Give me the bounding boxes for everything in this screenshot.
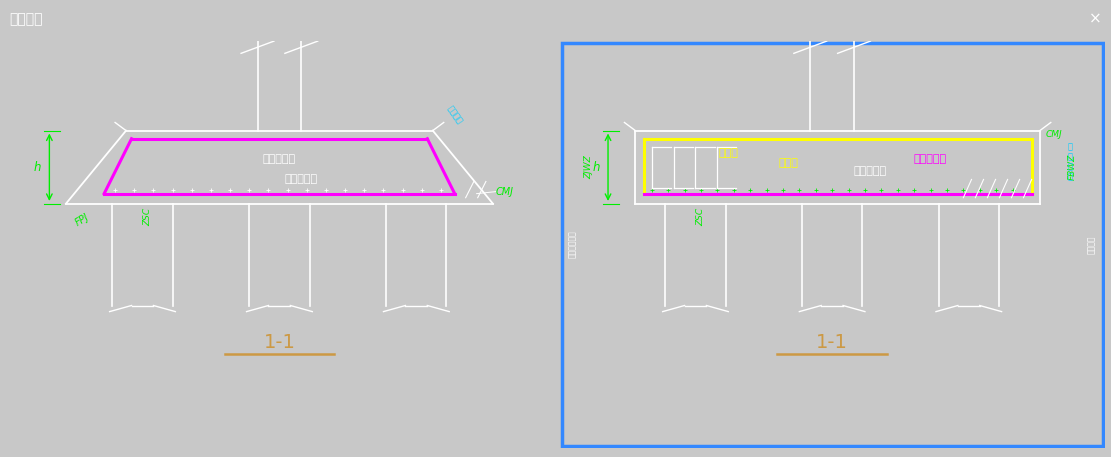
Text: ZSC: ZSC xyxy=(697,208,705,226)
Text: CMJ: CMJ xyxy=(1045,130,1062,139)
Text: 配筋形式: 配筋形式 xyxy=(9,12,42,26)
Text: 1-1: 1-1 xyxy=(263,333,296,351)
Text: ZSC: ZSC xyxy=(143,208,152,226)
Text: 桩间连接筋: 桩间连接筋 xyxy=(854,166,887,176)
Text: 箍
筋
范
围: 箍 筋 范 围 xyxy=(1068,143,1072,181)
Text: 分布筋: 分布筋 xyxy=(779,158,799,168)
Text: FPJ: FPJ xyxy=(73,212,91,228)
Text: h: h xyxy=(33,161,41,174)
Text: 桩间连接筋折: 桩间连接筋折 xyxy=(568,231,577,258)
Text: 桩间连接筋: 桩间连接筋 xyxy=(263,154,296,164)
Text: 分布钢筋: 分布钢筋 xyxy=(446,104,464,125)
Text: 1-1: 1-1 xyxy=(817,333,848,351)
Text: 桩间连接筋: 桩间连接筋 xyxy=(914,154,947,164)
Text: 分布筋: 分布筋 xyxy=(719,148,738,158)
Text: FBWZ: FBWZ xyxy=(1068,154,1078,181)
Text: ×: × xyxy=(1090,11,1102,26)
Text: 分布筋折: 分布筋折 xyxy=(1088,235,1097,254)
Text: ZJWZ: ZJWZ xyxy=(584,155,593,179)
Text: 桩间连接筋: 桩间连接筋 xyxy=(284,175,318,185)
Text: h: h xyxy=(592,161,600,174)
Text: CMJ: CMJ xyxy=(496,186,513,197)
